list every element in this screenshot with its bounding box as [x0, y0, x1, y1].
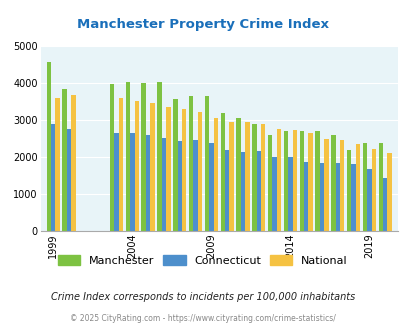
Bar — [324, 139, 328, 231]
Bar — [118, 98, 123, 231]
Bar — [150, 104, 154, 231]
Bar — [335, 163, 339, 231]
Bar — [272, 157, 276, 231]
Bar — [240, 151, 245, 231]
Bar — [181, 109, 186, 231]
Bar — [188, 96, 193, 231]
Bar — [308, 133, 312, 231]
Bar — [236, 117, 240, 231]
Bar — [71, 95, 75, 231]
Bar — [161, 138, 166, 231]
Bar — [220, 113, 224, 231]
Bar — [346, 150, 351, 231]
Legend: Manchester, Connecticut, National: Manchester, Connecticut, National — [53, 250, 352, 270]
Bar — [339, 140, 343, 231]
Bar — [47, 62, 51, 231]
Bar — [157, 82, 161, 231]
Bar — [55, 98, 60, 231]
Bar — [330, 135, 335, 231]
Bar — [197, 112, 202, 231]
Bar — [134, 101, 139, 231]
Bar — [125, 82, 130, 231]
Bar — [382, 178, 386, 231]
Bar — [371, 149, 375, 231]
Bar — [130, 133, 134, 231]
Bar — [362, 143, 366, 231]
Bar — [288, 157, 292, 231]
Bar — [267, 135, 272, 231]
Bar — [209, 144, 213, 231]
Bar — [386, 153, 391, 231]
Bar — [229, 121, 233, 231]
Bar — [299, 131, 303, 231]
Bar — [213, 118, 217, 231]
Bar — [145, 135, 150, 231]
Bar — [303, 162, 308, 231]
Bar — [366, 169, 371, 231]
Text: © 2025 CityRating.com - https://www.cityrating.com/crime-statistics/: © 2025 CityRating.com - https://www.city… — [70, 314, 335, 323]
Bar — [315, 131, 319, 231]
Bar — [283, 131, 288, 231]
Bar — [260, 124, 265, 231]
Bar — [193, 140, 197, 231]
Text: Crime Index corresponds to incidents per 100,000 inhabitants: Crime Index corresponds to incidents per… — [51, 292, 354, 302]
Bar — [245, 121, 249, 231]
Text: Manchester Property Crime Index: Manchester Property Crime Index — [77, 18, 328, 31]
Bar — [110, 84, 114, 231]
Bar — [166, 107, 170, 231]
Bar — [351, 164, 355, 231]
Bar — [177, 141, 181, 231]
Bar — [62, 89, 67, 231]
Bar — [114, 133, 118, 231]
Bar — [51, 124, 55, 231]
Bar — [377, 143, 382, 231]
Bar — [224, 150, 229, 231]
Bar — [292, 130, 296, 231]
Bar — [252, 124, 256, 231]
Bar — [141, 83, 145, 231]
Bar — [355, 144, 359, 231]
Bar — [319, 163, 324, 231]
Bar — [204, 96, 209, 231]
Bar — [256, 151, 260, 231]
Bar — [276, 129, 281, 231]
Bar — [67, 129, 71, 231]
Bar — [173, 99, 177, 231]
